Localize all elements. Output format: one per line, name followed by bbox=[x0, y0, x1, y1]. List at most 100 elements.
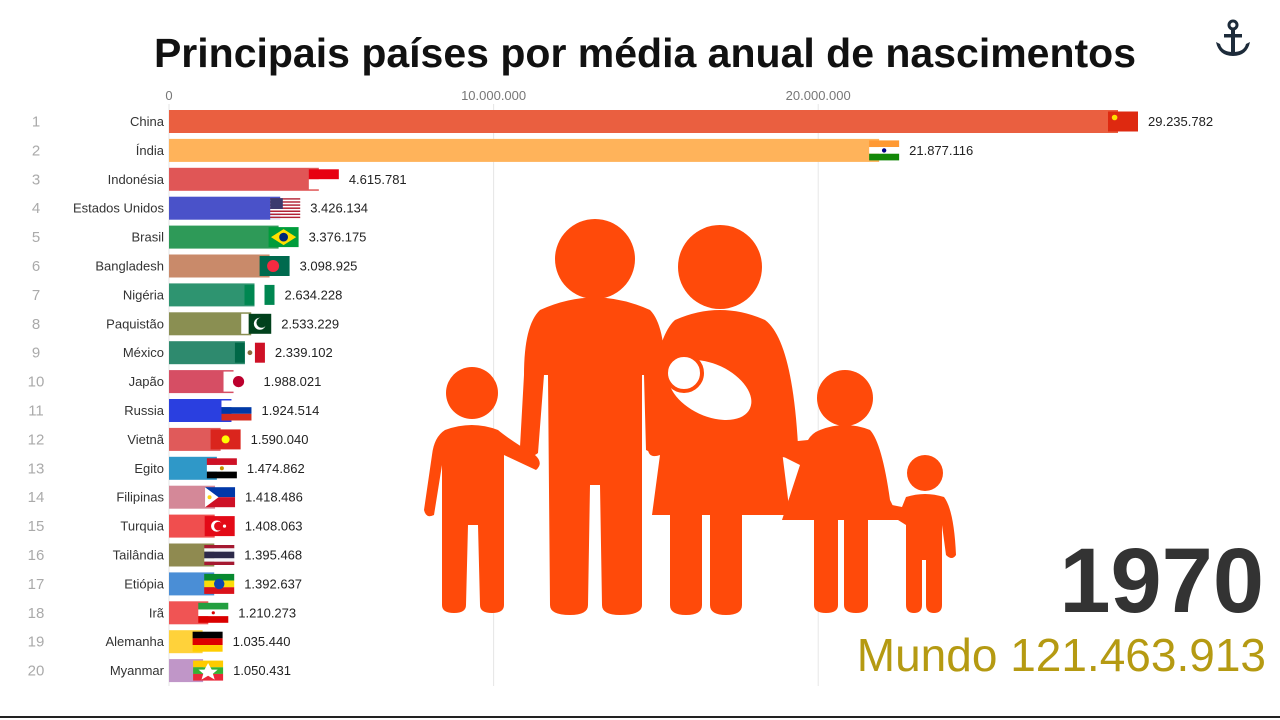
value-label: 21.877.116 bbox=[909, 143, 973, 158]
tick-label-2: 20.000.000 bbox=[786, 88, 851, 103]
country-label: Filipinas bbox=[116, 490, 164, 505]
country-label: Myanmar bbox=[110, 663, 165, 678]
bar bbox=[169, 514, 215, 538]
bar-row-1: 1 China 29.235.782 bbox=[32, 110, 1213, 133]
country-label: Brasil bbox=[131, 230, 164, 245]
value-label: 1.392.637 bbox=[244, 576, 302, 591]
germany-flag-icon bbox=[192, 631, 223, 652]
bar-row-10: 10 Japão 1.988.021 bbox=[28, 370, 322, 394]
value-label: 1.035.440 bbox=[233, 634, 291, 649]
bar-row-7: 7 Nigéria 2.634.228 bbox=[32, 283, 343, 307]
value-label: 29.235.782 bbox=[1148, 114, 1213, 129]
value-label: 3.376.175 bbox=[309, 230, 367, 245]
bar bbox=[169, 341, 245, 365]
family-icon bbox=[424, 219, 956, 615]
bar bbox=[169, 370, 234, 394]
bar-row-8: 8 Paquistão 2.533.229 bbox=[32, 312, 339, 336]
bar bbox=[169, 254, 270, 278]
nigeria-flag-icon bbox=[244, 284, 275, 305]
country-label: Vietnã bbox=[127, 432, 164, 447]
bar bbox=[169, 110, 1118, 133]
myanmar-flag-icon bbox=[193, 660, 224, 681]
bar-row-18: 18 Irã 1.210.273 bbox=[28, 601, 296, 625]
rank-label: 16 bbox=[28, 547, 45, 564]
rank-label: 1 bbox=[32, 114, 40, 131]
bar bbox=[169, 167, 319, 191]
country-label: Paquistão bbox=[106, 316, 164, 331]
world-value: 121.463.913 bbox=[1010, 629, 1266, 681]
value-label: 2.634.228 bbox=[285, 287, 343, 302]
bottom-border bbox=[0, 716, 1280, 718]
bar bbox=[169, 196, 281, 220]
rank-label: 11 bbox=[28, 403, 44, 420]
brazil-flag-icon bbox=[268, 227, 299, 248]
country-label: Tailândia bbox=[113, 548, 165, 563]
bar bbox=[169, 572, 215, 596]
country-label: Indonésia bbox=[108, 172, 165, 187]
tick-labels: 0 10.000.000 20.000.000 bbox=[165, 88, 850, 103]
value-label: 2.339.102 bbox=[275, 345, 333, 360]
rank-label: 7 bbox=[32, 287, 40, 304]
country-label: México bbox=[123, 345, 164, 360]
thailand-flag-icon bbox=[204, 545, 235, 565]
iran-flag-icon bbox=[198, 602, 229, 623]
country-label: Irã bbox=[149, 605, 165, 620]
value-label: 1.924.514 bbox=[261, 403, 319, 418]
bar-rows: 1 China 29.235.782 2 Índia 21.877.116 3 Indonés… bbox=[28, 110, 1213, 683]
year-label: 1970 bbox=[1059, 530, 1264, 632]
bar-row-19: 19 Alemanha 1.035.440 bbox=[28, 630, 291, 654]
value-label: 1.210.273 bbox=[238, 605, 296, 620]
rank-label: 5 bbox=[32, 229, 40, 246]
country-label: Japão bbox=[129, 374, 164, 389]
bar bbox=[169, 312, 252, 336]
value-label: 1.395.468 bbox=[244, 548, 302, 563]
rank-label: 14 bbox=[28, 489, 45, 506]
bar-row-11: 11 Russia 1.924.514 bbox=[28, 399, 319, 422]
value-label: 4.615.781 bbox=[349, 172, 407, 187]
bar bbox=[169, 399, 232, 422]
bar bbox=[169, 485, 216, 509]
value-label: 1.418.486 bbox=[245, 490, 303, 505]
value-label: 1.408.063 bbox=[245, 519, 303, 534]
egypt-flag-icon bbox=[206, 458, 237, 479]
bar-row-14: 14 Filipinas 1.418.486 bbox=[28, 485, 303, 509]
bar bbox=[169, 283, 255, 307]
india-flag-icon bbox=[869, 140, 900, 161]
bar-row-17: 17 Etiópia 1.392.637 bbox=[28, 572, 302, 596]
world-total: Mundo 121.463.913 bbox=[857, 632, 1266, 678]
rank-label: 19 bbox=[28, 634, 45, 651]
value-label: 1.474.862 bbox=[247, 461, 305, 476]
world-label: Mundo bbox=[856, 629, 998, 681]
indonesia-flag-icon bbox=[308, 169, 339, 190]
china-flag-icon bbox=[1108, 111, 1138, 132]
anchor-icon bbox=[1211, 17, 1255, 61]
tick-label-0: 0 bbox=[165, 88, 172, 103]
bar bbox=[169, 543, 215, 567]
country-label: Russia bbox=[124, 403, 165, 418]
value-label: 1.590.040 bbox=[251, 432, 309, 447]
tick-label-1: 10.000.000 bbox=[461, 88, 526, 103]
country-label: Estados Unidos bbox=[73, 201, 165, 216]
rank-label: 10 bbox=[28, 374, 45, 391]
country-label: Turquia bbox=[120, 519, 164, 534]
bar-row-20: 20 Myanmar 1.050.431 bbox=[28, 659, 291, 683]
rank-label: 18 bbox=[28, 605, 45, 622]
pakistan-flag-icon bbox=[241, 313, 272, 334]
value-label: 3.426.134 bbox=[310, 201, 368, 216]
rank-label: 17 bbox=[28, 576, 45, 593]
bar-row-16: 16 Tailândia 1.395.468 bbox=[28, 543, 302, 567]
bangladesh-flag-icon bbox=[259, 256, 290, 276]
chart-title: Principais países por média anual de nas… bbox=[153, 30, 1137, 76]
philippines-flag-icon bbox=[205, 487, 236, 508]
russia-flag-icon bbox=[221, 400, 252, 421]
turkey-flag-icon bbox=[204, 516, 235, 537]
value-label: 1.988.021 bbox=[264, 374, 322, 389]
bar-row-4: 4 Estados Unidos 3.426.134 bbox=[32, 196, 368, 220]
rank-label: 9 bbox=[32, 345, 40, 362]
country-label: Bangladesh bbox=[95, 259, 164, 274]
value-label: 3.098.925 bbox=[300, 259, 358, 274]
country-label: China bbox=[130, 114, 165, 129]
rank-label: 15 bbox=[28, 518, 45, 535]
bar bbox=[169, 138, 880, 162]
